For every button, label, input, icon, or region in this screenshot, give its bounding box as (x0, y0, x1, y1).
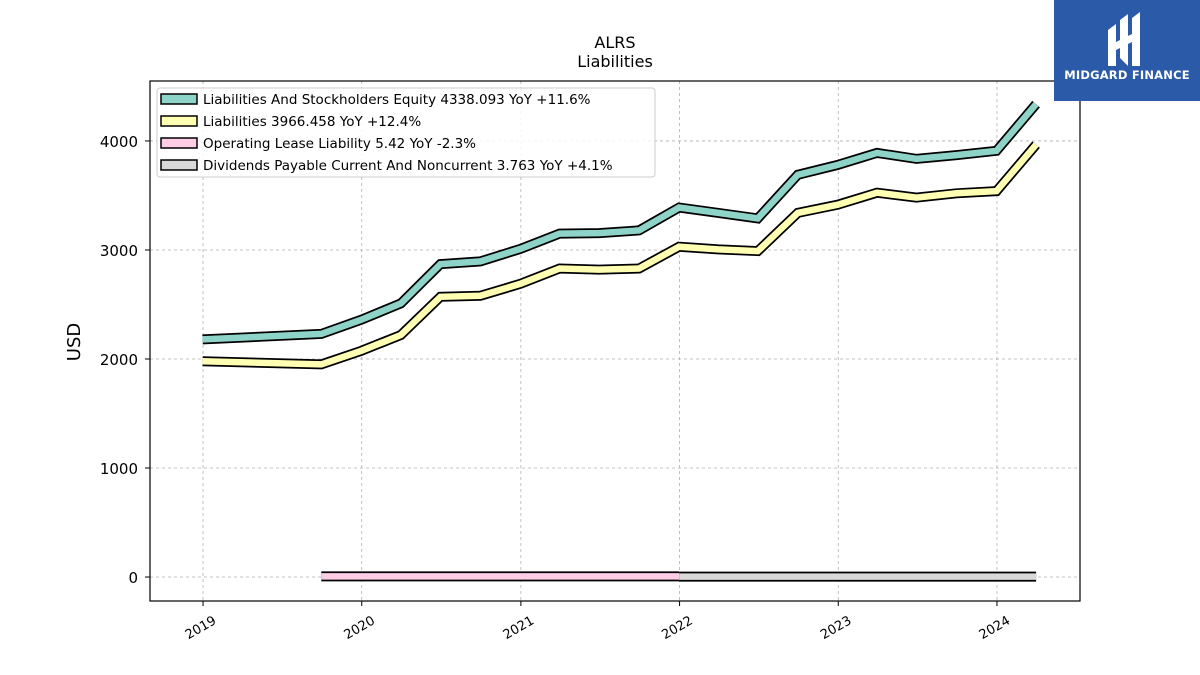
legend-entry: Liabilities And Stockholders Equity 4338… (203, 92, 591, 108)
legend-swatch (160, 137, 198, 149)
legend-swatch (160, 93, 198, 105)
series-line (202, 101, 1039, 343)
legend-box (156, 87, 656, 178)
y-tick-label: 4000 (100, 133, 138, 151)
legend-swatch (160, 115, 198, 127)
y-axis-label: USD (64, 323, 85, 361)
legend-entry: Dividends Payable Current And Noncurrent… (203, 158, 613, 174)
y-tick-label: 2000 (100, 351, 138, 369)
legend-entry: Operating Lease Liability 5.42 YoY -2.3% (203, 136, 476, 152)
legend-swatch (160, 159, 198, 171)
plot-frame (149, 80, 1081, 602)
x-tick-label: 2021 (501, 613, 537, 643)
x-tick-label: 2024 (977, 613, 1013, 643)
series-liabilities (202, 141, 1040, 370)
x-tick-label: 2019 (183, 613, 219, 643)
logo-text: MIDGARD FINANCE (1064, 68, 1190, 82)
y-tick-label: 0 (128, 569, 138, 587)
logo-mark-icon (1108, 12, 1140, 66)
series-layer (202, 100, 1040, 582)
y-tick-label: 1000 (100, 460, 138, 478)
legend: Liabilities And Stockholders Equity 4338… (156, 87, 656, 178)
x-tick-label: 2020 (342, 613, 378, 643)
y-tick-label: 3000 (100, 242, 138, 260)
chart-subtitle: Liabilities (577, 52, 653, 71)
x-tick-label: 2023 (818, 613, 854, 643)
series-line (202, 142, 1039, 368)
midgard-finance-logo: MIDGARD FINANCE (1054, 0, 1200, 101)
legend-entry: Liabilities 3966.458 YoY +12.4% (203, 114, 421, 130)
x-tick-label: 2022 (659, 613, 695, 643)
series-liabilities-and-stockholders-equity (202, 100, 1040, 345)
chart-title: ALRS (594, 33, 635, 52)
